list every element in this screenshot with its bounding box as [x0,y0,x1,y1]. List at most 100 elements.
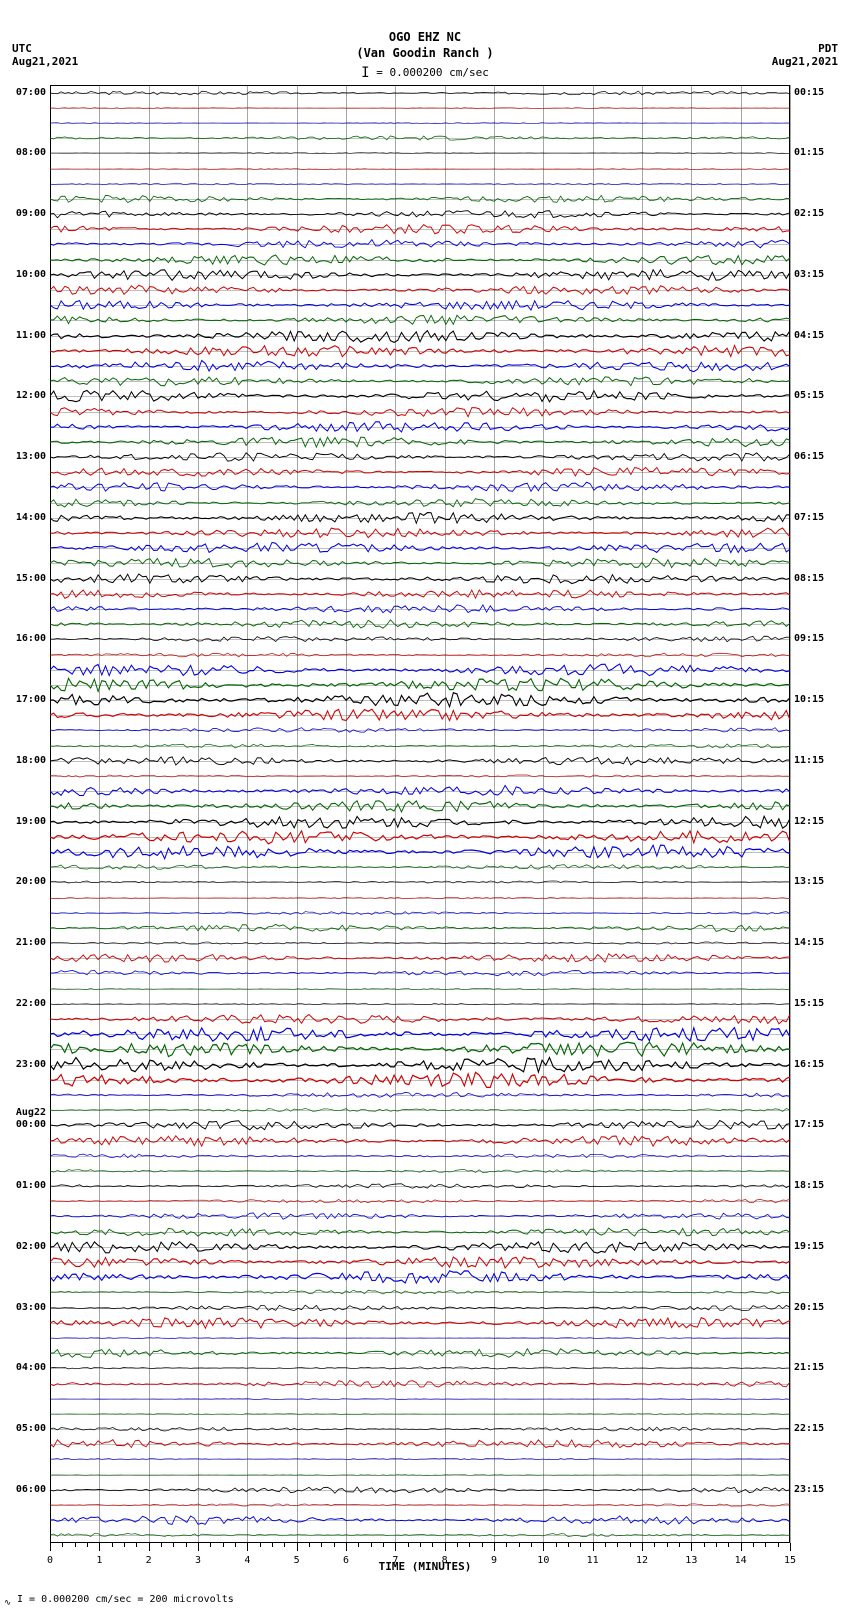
right-time-label: 08:15 [794,573,824,584]
trace-row [50,320,790,321]
trace-row [50,1049,790,1050]
trace-row: 10:0003:15 [50,275,790,276]
right-time-label: 06:15 [794,451,824,462]
trace-row [50,1353,790,1354]
trace-row [50,1216,790,1217]
left-time-label: 23:00 [16,1059,46,1070]
right-time-label: 11:15 [794,755,824,766]
xtick-label: 6 [343,1555,349,1566]
right-time-label: 23:15 [794,1484,824,1495]
right-time-label: 13:15 [794,876,824,887]
trace-row [50,1019,790,1020]
xtick-label: 13 [685,1555,697,1566]
trace-row [50,1201,790,1202]
trace-row: 05:0022:15 [50,1429,790,1430]
trace-row [50,442,790,443]
trace-row [50,199,790,200]
left-time-label: 22:00 [16,998,46,1009]
x-axis-label: TIME (MINUTES) [379,1560,472,1573]
trace-row [50,1535,790,1536]
station-code: OGO EHZ NC [0,30,850,46]
xtick-label: 4 [244,1555,250,1566]
trace-row [50,852,790,853]
trace-row [50,305,790,306]
trace-row [50,108,790,109]
left-time-label: 04:00 [16,1362,46,1373]
xtick-label: 14 [735,1555,747,1566]
trace-row [50,1399,790,1400]
trace-row [50,837,790,838]
right-time-label: 20:15 [794,1302,824,1313]
plot-area: 07:0000:1508:0001:1509:0002:1510:0003:15… [50,85,790,1543]
left-time-label: 02:00 [16,1241,46,1252]
xtick-label: 2 [146,1555,152,1566]
trace-row: 11:0004:15 [50,336,790,337]
trace-row [50,806,790,807]
trace-row [50,1262,790,1263]
trace-row [50,1384,790,1385]
trace-row: 16:0009:15 [50,639,790,640]
right-time-label: 18:15 [794,1180,824,1191]
trace-row [50,472,790,473]
trace-row: 15:0008:15 [50,579,790,580]
trace-row [50,973,790,974]
trace-row [50,776,790,777]
trace-row [50,1459,790,1460]
xtick-label: 9 [491,1555,497,1566]
right-time-label: 22:15 [794,1423,824,1434]
left-time-label: 10:00 [16,269,46,280]
trace-row [50,1520,790,1521]
trace-row [50,898,790,899]
left-time-label: 08:00 [16,147,46,158]
trace-row [50,715,790,716]
seismogram-container: UTC Aug21,2021 PDT Aug21,2021 OGO EHZ NC… [0,0,850,1613]
left-time-label: 13:00 [16,451,46,462]
gridline-v [790,85,791,1543]
left-time-label: 14:00 [16,512,46,523]
trace-row [50,1323,790,1324]
left-time-label: 01:00 [16,1180,46,1191]
xtick-label: 1 [96,1555,102,1566]
trace-row [50,1171,790,1172]
right-time-label: 15:15 [794,998,824,1009]
right-time-label: 16:15 [794,1059,824,1070]
trace-row: 19:0012:15 [50,822,790,823]
trace-row [50,1277,790,1278]
trace-row [50,487,790,488]
trace-row: 22:0015:15 [50,1004,790,1005]
left-time-label: 18:00 [16,755,46,766]
trace-row [50,366,790,367]
right-time-label: 04:15 [794,330,824,341]
trace-row [50,412,790,413]
trace-row: 12:0005:15 [50,396,790,397]
left-time-label: 06:00 [16,1484,46,1495]
trace-row: 04:0021:15 [50,1368,790,1369]
trace-row [50,655,790,656]
trace-row [50,427,790,428]
trace-row [50,260,790,261]
left-time-label: 19:00 [16,816,46,827]
trace-row [50,1110,790,1111]
left-day-label: Aug22 [16,1107,46,1118]
trace-row [50,791,790,792]
left-time-label: 07:00 [16,87,46,98]
right-time-label: 03:15 [794,269,824,280]
trace-row [50,867,790,868]
trace-row [50,1232,790,1233]
trace-row [50,290,790,291]
trace-row [50,685,790,686]
trace-row [50,169,790,170]
left-timezone: UTC [12,42,32,55]
xtick-label: 3 [195,1555,201,1566]
xtick-label: 15 [784,1555,796,1566]
footer-scale: ∿ I = 0.000200 cm/sec = 200 microvolts [4,1594,234,1607]
trace-row: 18:0011:15 [50,761,790,762]
trace-row [50,928,790,929]
left-time-label: 00:00 [16,1119,46,1130]
right-time-label: 10:15 [794,694,824,705]
trace-row [50,1292,790,1293]
right-time-label: 05:15 [794,390,824,401]
trace-row: 17:0010:15 [50,700,790,701]
trace-row [50,1414,790,1415]
left-time-label: 03:00 [16,1302,46,1313]
